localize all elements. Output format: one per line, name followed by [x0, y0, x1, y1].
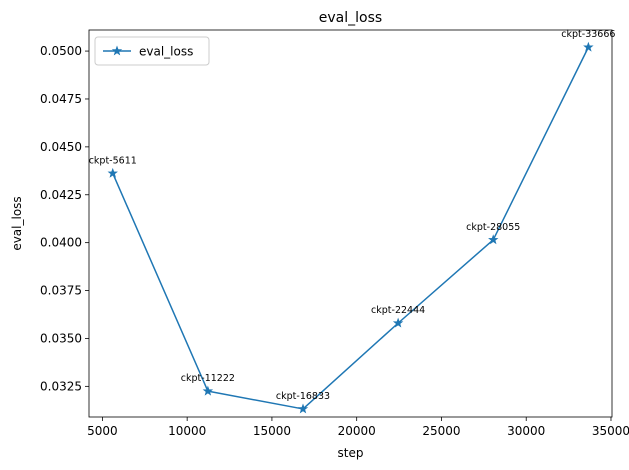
y-tick-label: 0.0400	[40, 236, 82, 250]
x-tick-label: 25000	[422, 424, 460, 438]
y-tick-label: 0.0325	[40, 379, 82, 393]
legend-box	[94, 36, 210, 66]
y-tick-label: 0.0425	[40, 188, 82, 202]
data-point-star	[583, 41, 594, 52]
series-line-eval-loss	[112, 46, 590, 410]
legend-star-marker	[111, 45, 123, 56]
x-tick-label: 30000	[507, 424, 545, 438]
y-tick-label: 0.0375	[40, 284, 82, 298]
data-point-star	[297, 403, 309, 414]
point-label: ckpt-33666	[561, 29, 615, 40]
y-tick-label: 0.0500	[40, 44, 82, 58]
x-tick-label: 15000	[253, 424, 291, 438]
point-label: ckpt-11222	[181, 373, 235, 384]
axes-frame	[88, 29, 613, 418]
y-tick-label: 0.0350	[40, 331, 82, 345]
x-tick-label: 10000	[168, 424, 206, 438]
x-tick-label: 20000	[338, 424, 376, 438]
x-axis-label: step	[338, 446, 364, 460]
y-tick-label: 0.0450	[40, 140, 82, 154]
legend: eval_loss	[94, 36, 210, 66]
data-point-star	[202, 385, 214, 396]
chart-title: eval_loss	[319, 10, 382, 26]
point-label: ckpt-16833	[276, 391, 330, 402]
data-point-star	[488, 234, 499, 245]
x-tick-label: 5000	[87, 424, 118, 438]
point-label: ckpt-5611	[89, 155, 137, 166]
legend-label: eval_loss	[139, 45, 193, 59]
data-point-star	[107, 167, 118, 178]
x-tick-label: 35000	[592, 424, 629, 438]
plot-area: 5000 10000 15000 20000 25000 30000 35000 0.0325…	[40, 29, 629, 438]
point-label: ckpt-28055	[466, 222, 520, 233]
data-point-star	[392, 317, 404, 328]
point-label: ckpt-22444	[371, 305, 425, 316]
y-tick-label: 0.0475	[40, 92, 82, 106]
y-axis-label: eval_loss	[10, 196, 24, 250]
